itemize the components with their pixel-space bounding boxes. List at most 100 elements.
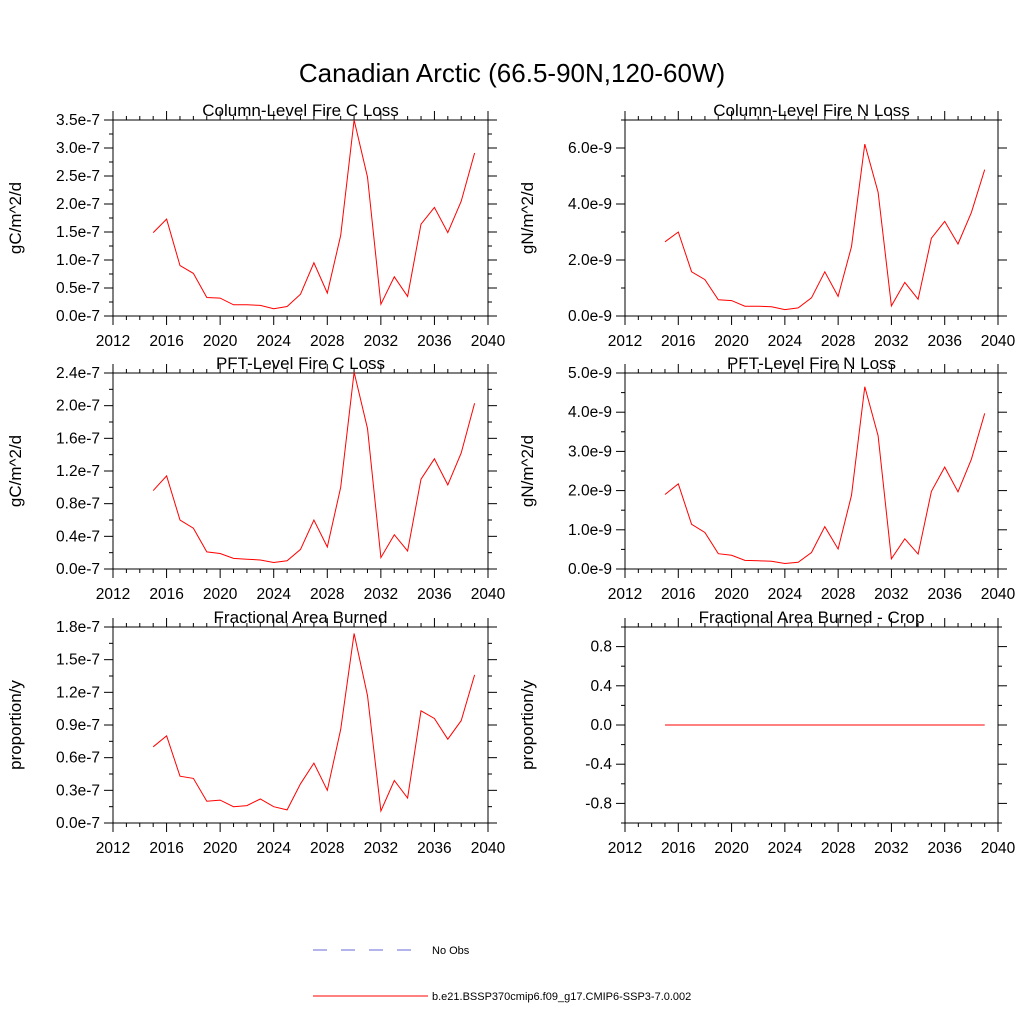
x-tick-label: 2032 (874, 840, 908, 857)
y-tick-label: 0.0e-9 (568, 561, 612, 578)
x-tick-label: 2040 (471, 586, 506, 603)
x-tick-label: 2036 (927, 333, 961, 350)
x-tick-label: 2020 (203, 333, 238, 350)
y-tick-label: 1.8e-7 (56, 619, 100, 636)
y-tick-label: 5.0e-9 (568, 365, 612, 382)
y-tick-label: 1.5e-7 (56, 652, 100, 669)
figure-title: Canadian Arctic (66.5-90N,120-60W) (299, 58, 725, 88)
x-tick-label: 2012 (608, 586, 642, 603)
x-tick-label: 2016 (149, 333, 183, 350)
series-line (152, 372, 476, 564)
x-tick-label: 2020 (714, 586, 749, 603)
y-tick-label: 1.6e-7 (56, 430, 100, 447)
panel-title: Fractional Area Burned (214, 608, 388, 627)
x-tick-label: 2012 (96, 586, 130, 603)
y-tick-label: 1.2e-7 (56, 684, 100, 701)
x-tick-label: 2032 (874, 586, 908, 603)
chart-panels: Column-Level Fire C Loss gC/m^2/d 2012 2016… (6, 101, 1016, 857)
chart-panel-col-c: Column-Level Fire C Loss gC/m^2/d 2012 2016… (6, 101, 506, 350)
series-line (664, 386, 986, 565)
y-tick-label: 2.5e-7 (56, 168, 100, 185)
x-tick-label: 2024 (768, 333, 803, 350)
x-tick-label: 2012 (96, 333, 130, 350)
chart-panel-col-n: Column-Level Fire N Loss gN/m^2/d 2012 2016… (518, 101, 1016, 350)
x-tick-label: 2036 (927, 840, 961, 857)
y-axis-label: gC/m^2/d (6, 435, 25, 507)
x-tick-label: 2040 (981, 333, 1016, 350)
plot-frame (112, 626, 489, 824)
x-tick-label: 2020 (714, 840, 749, 857)
series-line (152, 119, 476, 310)
x-tick-label: 2036 (417, 586, 451, 603)
plot-frame (112, 119, 489, 317)
x-tick-label: 2020 (714, 333, 749, 350)
y-tick-label: 0.0e-7 (56, 815, 100, 832)
x-tick-label: 2016 (149, 586, 183, 603)
y-tick-label: 0.3e-7 (56, 782, 100, 799)
x-tick-label: 2028 (310, 840, 344, 857)
y-tick-label: 1.0e-7 (56, 252, 100, 269)
panel-title: Column-Level Fire C Loss (202, 101, 399, 120)
x-tick-label: 2028 (310, 333, 344, 350)
x-tick-label: 2024 (768, 586, 803, 603)
x-tick-label: 2040 (471, 333, 506, 350)
plot-frame (112, 372, 489, 570)
x-tick-label: 2020 (203, 586, 238, 603)
y-tick-label: 0.4 (590, 678, 612, 695)
x-tick-label: 2028 (821, 333, 855, 350)
chart-panel-pft-c: PFT-Level Fire C Loss gC/m^2/d 2012 2016 202… (6, 354, 506, 603)
x-tick-label: 2028 (821, 840, 855, 857)
y-tick-label: 3.5e-7 (56, 112, 100, 129)
x-tick-label: 2016 (661, 840, 695, 857)
y-tick-label: 2.0e-9 (568, 252, 612, 269)
x-tick-label: 2024 (256, 840, 291, 857)
x-tick-label: 2012 (96, 840, 130, 857)
x-tick-label: 2036 (927, 586, 961, 603)
y-axis-label: proportion/y (6, 680, 25, 770)
y-tick-label: 3.0e-7 (56, 140, 100, 157)
chart-panel-pft-n: PFT-Level Fire N Loss gN/m^2/d 2012 2016 202… (518, 354, 1016, 603)
x-tick-label: 2024 (256, 586, 291, 603)
y-axis-label: gN/m^2/d (518, 182, 537, 254)
y-tick-label: 3.0e-9 (568, 443, 612, 460)
y-tick-label: 0.9e-7 (56, 717, 100, 734)
y-tick-label: -0.4 (585, 756, 612, 773)
y-axis-label: gN/m^2/d (518, 435, 537, 507)
x-tick-label: 2024 (256, 333, 291, 350)
series-line (152, 633, 476, 813)
y-tick-label: 2.0e-7 (56, 398, 100, 415)
x-tick-label: 2016 (661, 333, 695, 350)
x-tick-label: 2028 (310, 586, 344, 603)
y-tick-label: 0.8 (590, 639, 612, 656)
x-tick-label: 2012 (608, 840, 642, 857)
legend-label-model: b.e21.BSSP370cmip6.f09_g17.CMIP6-SSP3-7.… (432, 991, 691, 1003)
chart-panel-fab: Fractional Area Burned proportion/y 2012 20… (6, 608, 506, 857)
panel-title: PFT-Level Fire C Loss (216, 354, 385, 373)
y-tick-label: 2.4e-7 (56, 365, 100, 382)
y-tick-label: 1.5e-7 (56, 224, 100, 241)
panel-title: Fractional Area Burned - Crop (699, 608, 925, 627)
x-tick-label: 2040 (981, 586, 1016, 603)
chart-panel-fab-crop: Fractional Area Burned - Crop proportion/… (518, 608, 1016, 857)
y-tick-label: 0.0e-7 (56, 561, 100, 578)
series-line (664, 143, 986, 311)
y-tick-label: 0.8e-7 (56, 496, 100, 513)
x-tick-label: 2040 (981, 840, 1016, 857)
x-tick-label: 2032 (364, 586, 398, 603)
y-tick-label: 4.0e-9 (568, 196, 612, 213)
plot-frame (624, 119, 999, 317)
x-tick-label: 2024 (768, 840, 803, 857)
y-tick-label: 0.0e-7 (56, 308, 100, 325)
x-tick-label: 2016 (661, 586, 695, 603)
y-tick-label: -0.8 (585, 795, 612, 812)
y-tick-label: 0.6e-7 (56, 750, 100, 767)
x-tick-label: 2020 (203, 840, 238, 857)
y-tick-label: 6.0e-9 (568, 140, 612, 157)
x-tick-label: 2032 (364, 840, 398, 857)
y-tick-label: 0.5e-7 (56, 280, 100, 297)
y-axis-label: gC/m^2/d (6, 182, 25, 254)
y-tick-label: 0.4e-7 (56, 528, 100, 545)
x-tick-label: 2028 (821, 586, 855, 603)
x-tick-label: 2016 (149, 840, 183, 857)
